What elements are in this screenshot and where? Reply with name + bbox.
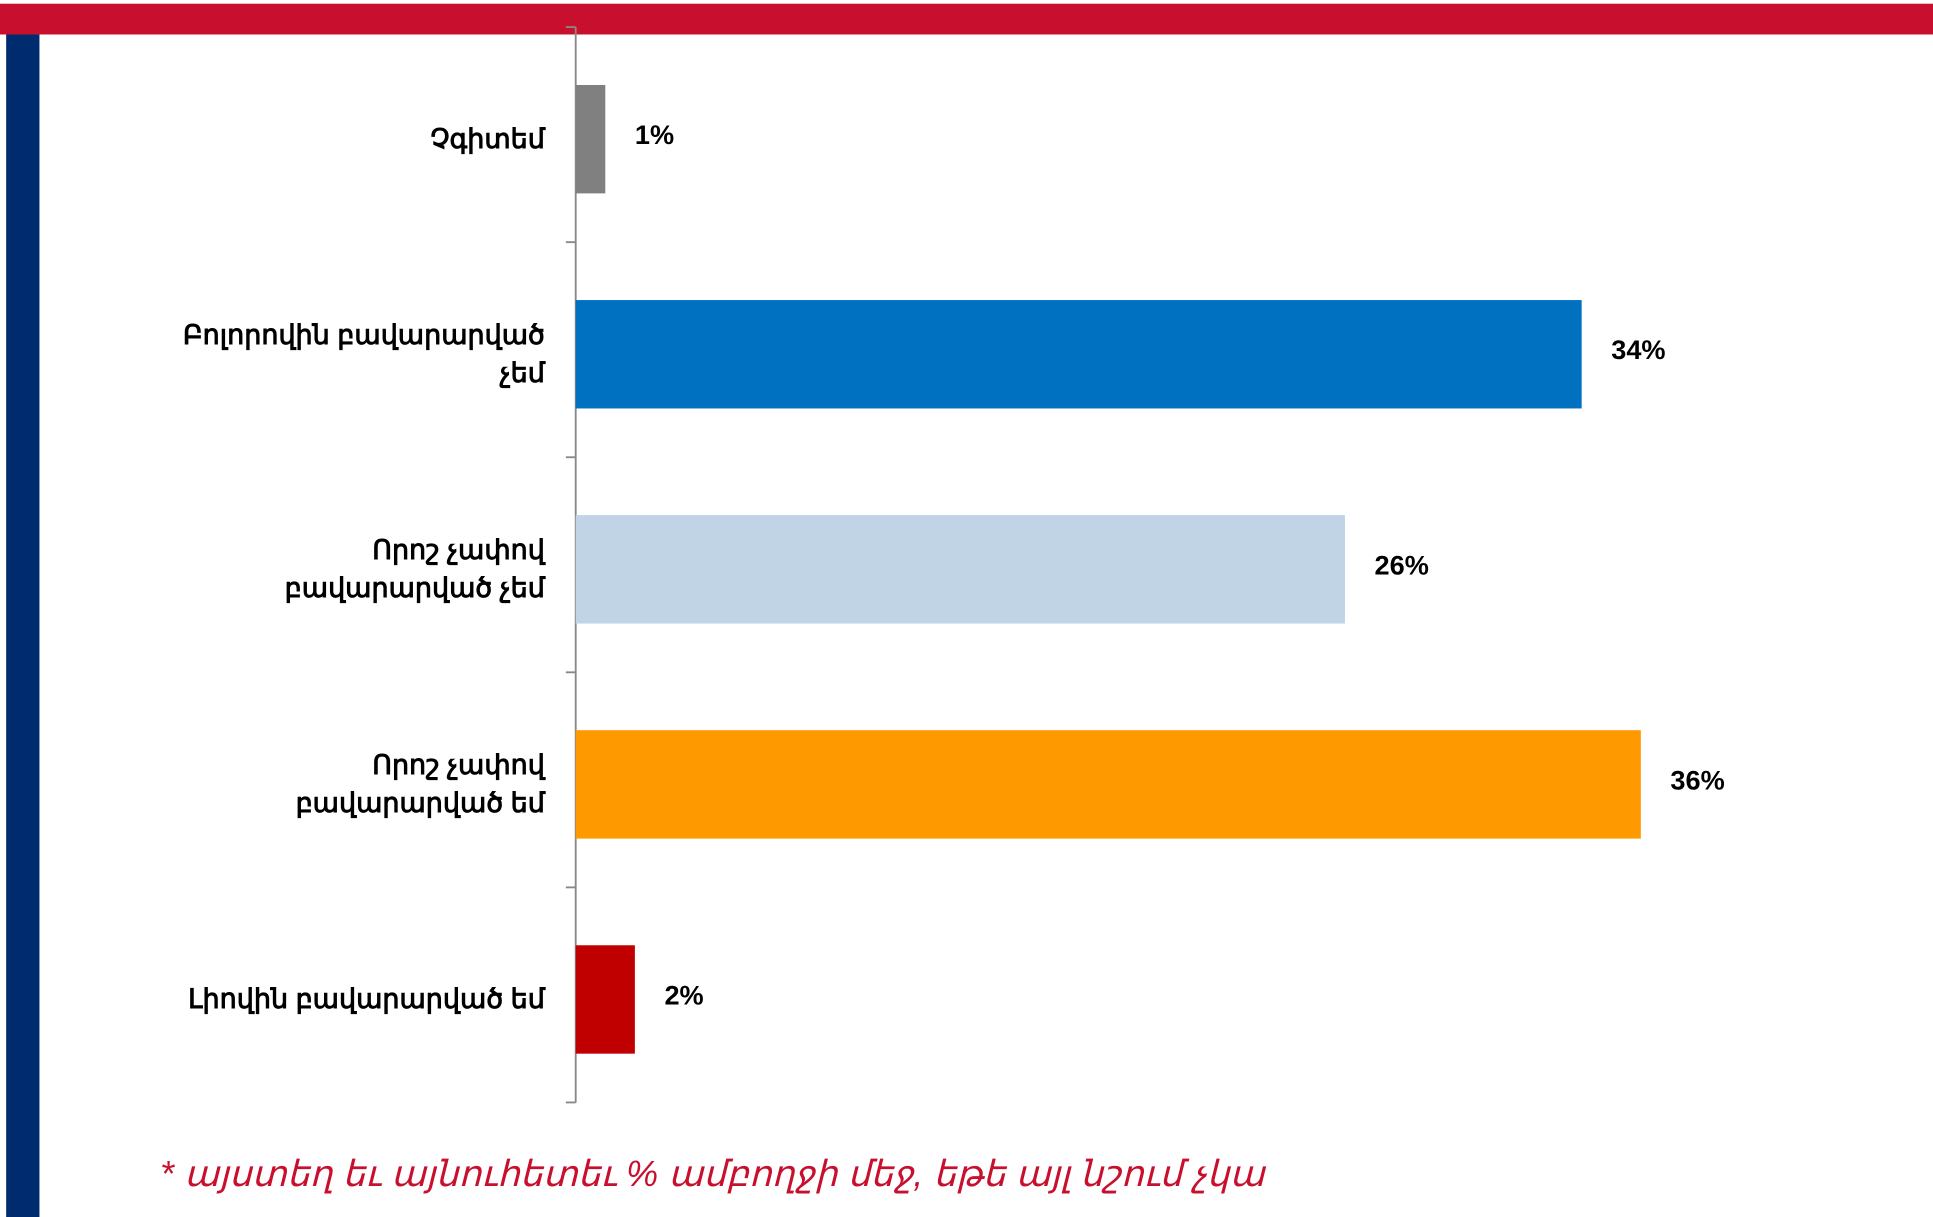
category-label: Բոլորովին բավարարված չեմ xyxy=(182,320,545,389)
left-band xyxy=(6,34,40,1217)
value-label: 26% xyxy=(1375,549,1429,580)
bar xyxy=(575,945,635,1054)
bar xyxy=(575,515,1345,624)
category-label: Որոշ չափով բավարարված չեմ xyxy=(284,535,545,604)
value-label: 2% xyxy=(664,979,703,1010)
top-band xyxy=(0,3,1933,35)
category-label: Լիովին բավարարված եմ xyxy=(188,984,545,1015)
category-label: Չգիտեմ xyxy=(430,124,545,155)
bar xyxy=(575,300,1582,409)
value-label: 1% xyxy=(635,119,674,150)
value-label: 36% xyxy=(1670,764,1724,795)
bar xyxy=(575,84,606,194)
footnote: * այստեղ եւ այնուհետեւ % ամբողջի մեջ, եթ… xyxy=(160,1153,1265,1194)
value-label: 34% xyxy=(1611,334,1665,365)
category-label: Որոշ չափով բավարարված եմ xyxy=(295,750,545,819)
bar xyxy=(575,730,1641,839)
